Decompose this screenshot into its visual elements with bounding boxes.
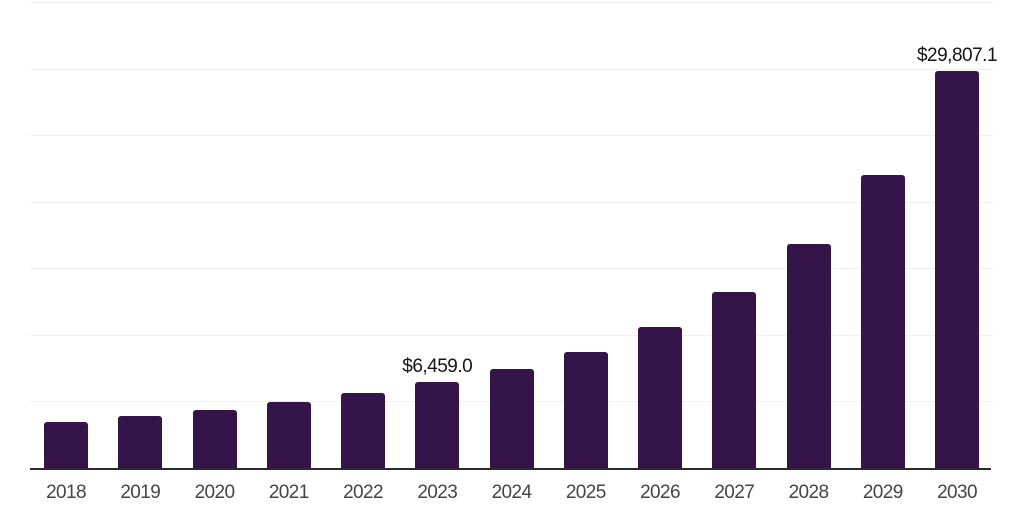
- x-tick-label-2028: 2028: [788, 482, 829, 503]
- x-axis-labels: 2018 2019 2020 2021 2022 2023 2024 2025 2026 2027…: [0, 483, 1024, 507]
- x-tick-label-2018: 2018: [46, 482, 86, 503]
- gridline: [30, 268, 993, 269]
- bar-2018: [44, 422, 88, 468]
- bar-2026: [638, 326, 682, 468]
- x-tick-label-2023: 2023: [417, 482, 458, 503]
- gridline: [30, 135, 993, 136]
- bar-2025: [563, 351, 608, 468]
- bar-2020: [192, 410, 237, 468]
- x-tick-label-2030: 2030: [937, 482, 977, 503]
- bar-2024: [489, 368, 534, 468]
- x-tick-label-2029: 2029: [862, 482, 903, 503]
- x-tick-label-2021: 2021: [268, 482, 309, 503]
- x-tick-label-2022: 2022: [343, 482, 383, 503]
- plot-area: $6,459.0 $29,807.1: [30, 2, 998, 468]
- gridline: [30, 202, 993, 203]
- bar-2019: [118, 416, 163, 468]
- gridline: [30, 2, 993, 3]
- bar-2023: [415, 382, 460, 468]
- x-axis-line: [30, 468, 991, 470]
- gridline: [30, 69, 993, 70]
- x-tick-label-2020: 2020: [194, 482, 235, 503]
- data-label-2023: $6,459.0: [402, 356, 473, 377]
- x-tick-label-2024: 2024: [491, 482, 532, 503]
- x-tick-label-2019: 2019: [120, 482, 161, 503]
- bar-2021: [266, 402, 311, 468]
- x-tick-label-2027: 2027: [714, 482, 755, 503]
- gridline: [30, 335, 993, 336]
- bar-2022: [341, 393, 385, 468]
- bar-2027: [712, 292, 757, 468]
- x-tick-label-2025: 2025: [565, 482, 606, 503]
- x-tick-label-2026: 2026: [640, 482, 680, 503]
- bar-2028: [786, 244, 831, 468]
- bar-2030: [935, 71, 979, 468]
- bar-2029: [860, 174, 905, 468]
- data-label-2030: $29,807.1: [916, 45, 998, 67]
